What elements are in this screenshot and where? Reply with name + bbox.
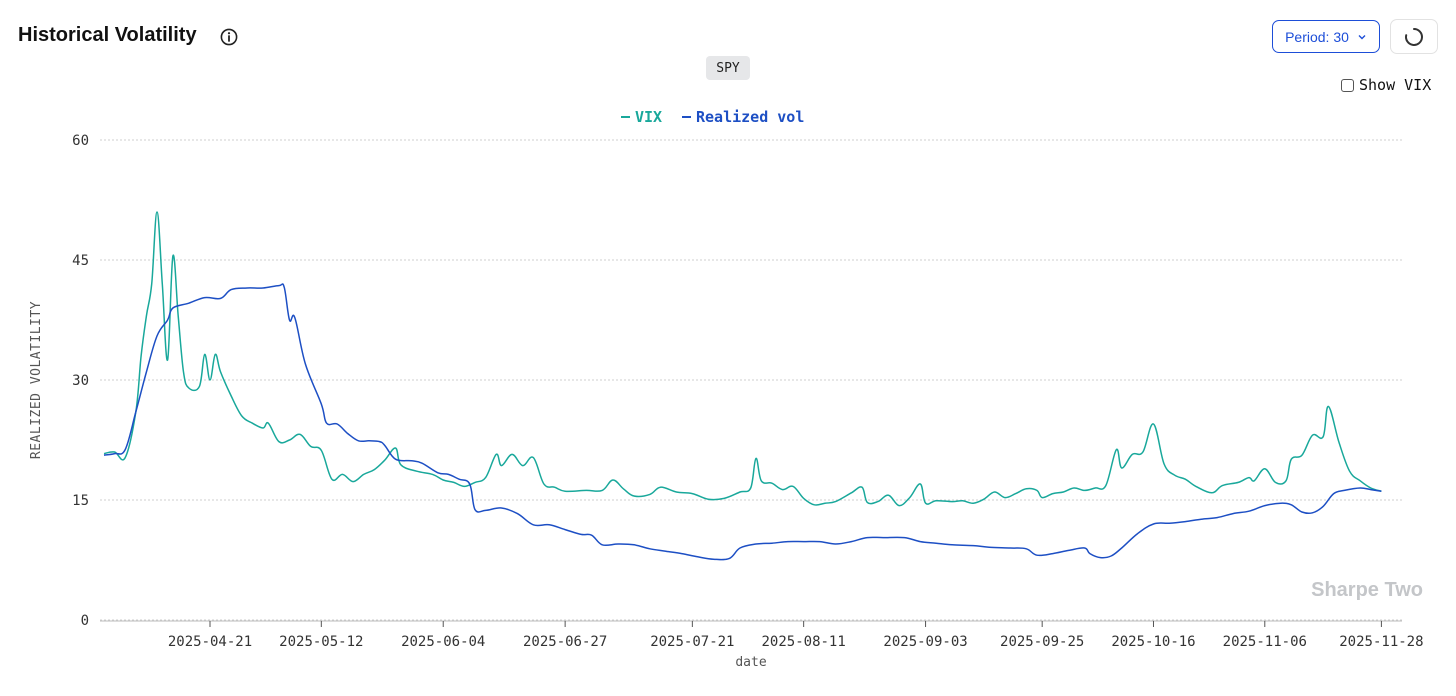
series-line-realized-vol[interactable] (103, 283, 1382, 561)
x-axis-title: date (735, 655, 766, 670)
x-tick-label: 2025-06-04 (401, 634, 485, 650)
x-axis: 2025-04-21 2025-05-12 2025-06-04 2025-06-27… (100, 620, 1424, 650)
page-title: Historical Volatility (18, 24, 197, 46)
loading-spinner-icon (1405, 27, 1423, 46)
period-select-label: Period: 30 (1285, 28, 1349, 45)
y-tick-label: 45 (72, 253, 89, 269)
chevron-down-icon (1358, 34, 1366, 39)
legend: VIX Realized vol (621, 108, 804, 126)
show-vix-label: Show VIX (1359, 76, 1432, 94)
x-tick-label: 2025-10-16 (1111, 634, 1195, 650)
series-line-vix[interactable] (103, 211, 1382, 507)
y-axis-title: REALIZED VOLATILITY (29, 301, 44, 459)
show-vix-checkbox[interactable] (1341, 78, 1354, 92)
x-tick-label: 2025-11-06 (1223, 634, 1307, 650)
refresh-button[interactable] (1390, 19, 1438, 54)
info-icon[interactable] (219, 27, 239, 47)
y-tick-label: 30 (72, 373, 89, 389)
y-tick-label: 60 (72, 133, 89, 149)
y-axis: 0 15 30 45 60 (72, 133, 89, 629)
x-tick-label: 2025-06-27 (523, 634, 607, 650)
x-tick-label: 2025-11-28 (1339, 634, 1423, 650)
x-tick-label: 2025-09-25 (1000, 634, 1084, 650)
ticker-badge: SPY (706, 56, 750, 80)
legend-label-vix[interactable]: VIX (635, 108, 662, 126)
y-tick-label: 15 (72, 493, 89, 509)
watermark: Sharpe Two (1311, 579, 1423, 601)
x-tick-label: 2025-09-03 (883, 634, 967, 650)
x-tick-label: 2025-04-21 (168, 634, 252, 650)
legend-label-realized[interactable]: Realized vol (696, 108, 804, 126)
period-select[interactable]: Period: 30 (1272, 20, 1380, 53)
y-gridlines (100, 139, 1402, 621)
show-vix-toggle[interactable]: Show VIX (1341, 75, 1431, 95)
x-tick-label: 2025-07-21 (650, 634, 734, 650)
y-tick-label: 0 (81, 613, 89, 629)
x-tick-label: 2025-05-12 (279, 634, 363, 650)
x-tick-label: 2025-08-11 (762, 634, 846, 650)
